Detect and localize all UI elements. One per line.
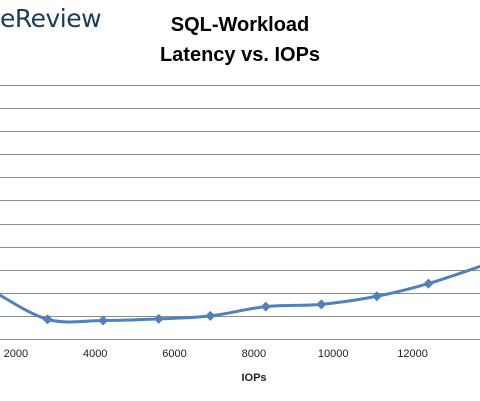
data-point-marker	[98, 315, 109, 326]
x-tick-label: 2000	[4, 348, 28, 360]
x-tick-label: 6000	[162, 348, 186, 360]
x-axis-label: IOPs	[241, 372, 266, 384]
data-point-marker	[153, 313, 164, 324]
data-point-marker	[42, 314, 53, 325]
x-tick-label: 8000	[242, 348, 266, 360]
x-tick-label: 12000	[397, 348, 428, 360]
series-markers	[42, 278, 434, 326]
data-point-marker	[423, 278, 434, 289]
series-line	[0, 264, 480, 324]
x-tick-labels: 2000 4000 6000 8000 10000 12000	[4, 348, 428, 360]
x-tick-label: 10000	[318, 348, 349, 360]
gridlines	[0, 85, 480, 340]
data-point-marker	[260, 301, 271, 312]
chart-title-line-2: Latency vs. IOPs	[159, 44, 321, 66]
chart-title-line-1: SQL-Workload	[170, 14, 310, 36]
data-point-marker	[371, 291, 382, 302]
x-tick-label: 4000	[83, 348, 107, 360]
brand-logo: eReview	[0, 4, 102, 33]
data-point-marker	[316, 299, 327, 310]
data-point-marker	[205, 310, 216, 321]
